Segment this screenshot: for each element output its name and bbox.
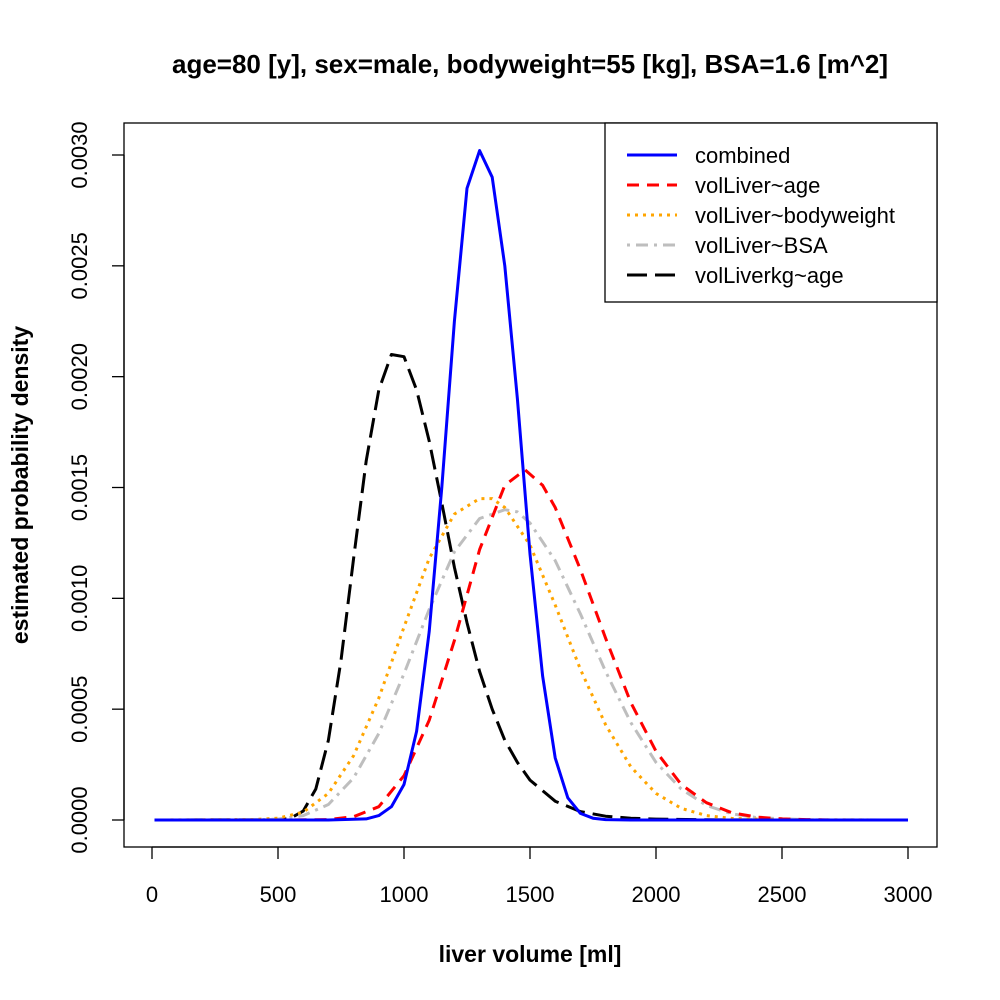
legend-label: volLiver~bodyweight: [695, 203, 895, 228]
y-tick-label: 0.0025: [67, 232, 92, 299]
y-tick-label: 0.0000: [67, 786, 92, 853]
x-tick-label: 0: [146, 882, 158, 907]
x-tick-label: 1500: [506, 882, 555, 907]
legend: combined volLiver~age volLiver~bodyweight v…: [604, 122, 938, 303]
x-tick-label: 3000: [884, 882, 933, 907]
x-tick-label: 2000: [632, 882, 681, 907]
y-axis: 0.0000 0.0005 0.0010 0.0015 0.0020 0.0025 0.00…: [67, 121, 125, 854]
series-line-volliver-bodyweight: [154, 497, 909, 822]
x-axis-label: liver volume [ml]: [439, 941, 622, 967]
y-tick-label: 0.0010: [67, 565, 92, 632]
y-tick-label: 0.0030: [67, 121, 92, 188]
legend-label: combined: [695, 143, 790, 168]
series-layer: [154, 149, 909, 822]
series-line-volliverkg-age: [154, 353, 908, 822]
series-line-volliver-age: [154, 468, 908, 822]
series-line-volliver-bsa: [154, 508, 909, 822]
y-axis-label: estimated probability density: [7, 326, 33, 644]
x-tick-label: 1000: [380, 882, 429, 907]
x-axis: 0 500 1000 1500 2000 2500 3000: [146, 846, 933, 907]
legend-label: volLiver~age: [695, 173, 820, 198]
chart-title: age=80 [y], sex=male, bodyweight=55 [kg]…: [172, 49, 888, 79]
series-line-combined: [154, 149, 908, 822]
y-tick-label: 0.0015: [67, 454, 92, 521]
x-tick-label: 500: [260, 882, 297, 907]
legend-label: volLiver~BSA: [695, 233, 828, 258]
y-tick-label: 0.0020: [67, 343, 92, 410]
x-tick-label: 2500: [758, 882, 807, 907]
legend-box: [604, 122, 938, 303]
y-tick-label: 0.0005: [67, 676, 92, 743]
legend-label: volLiverkg~age: [695, 263, 844, 288]
